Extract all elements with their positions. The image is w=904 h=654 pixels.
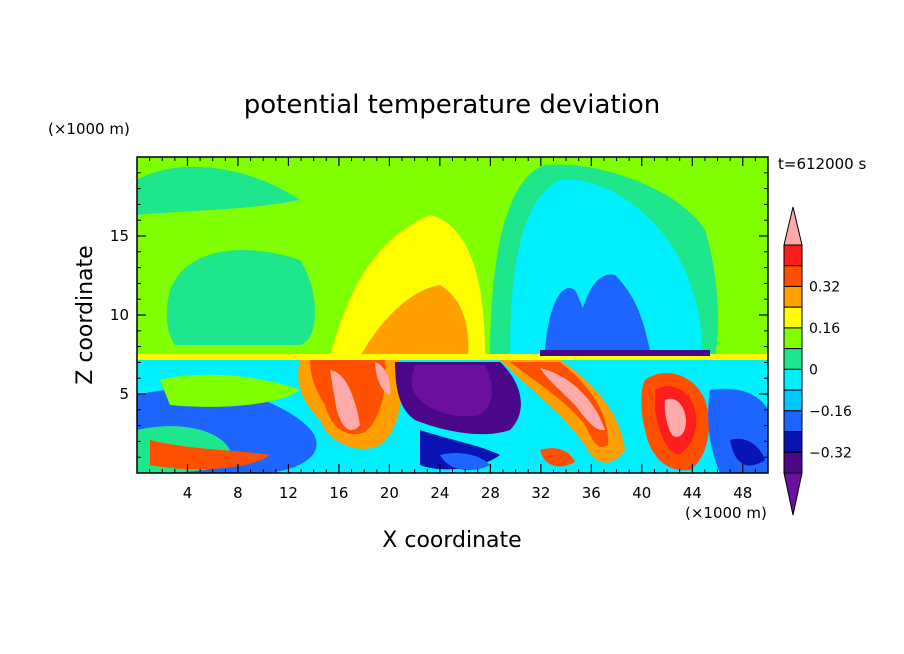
colorbar-swatch	[783, 327, 803, 350]
x-tick-label: 32	[531, 484, 550, 502]
y-tick-label: 5	[119, 385, 129, 403]
colorbar-label: −0.16	[809, 404, 852, 420]
colorbar-label: −0.32	[809, 445, 852, 461]
colorbar-extend-min	[783, 472, 803, 516]
y-units-label: (×1000 m)	[48, 120, 130, 138]
x-tick-label: 48	[733, 484, 752, 502]
y-tick-label: 10	[110, 306, 129, 324]
chart-title: potential temperature deviation	[244, 90, 660, 120]
x-units-label: (×1000 m)	[685, 504, 767, 522]
x-tick-label: 16	[329, 484, 348, 502]
x-axis-label: X coordinate	[382, 528, 521, 553]
y-axis: 5 10 15	[110, 172, 768, 458]
x-tick-label: 44	[683, 484, 702, 502]
colorbar-swatch	[783, 451, 803, 474]
colorbar-label: 0.32	[809, 279, 840, 295]
colorbar-swatch	[783, 431, 803, 453]
colorbar-label: 0.16	[809, 321, 840, 337]
colorbar-swatch	[783, 410, 803, 433]
colorbar-swatch	[783, 389, 803, 412]
colorbar-swatch	[783, 285, 803, 308]
x-axis: 4 8 12 16 20 24 28 32 36 40 44 48	[149, 157, 756, 502]
colorbar-swatch	[783, 368, 803, 391]
x-tick-label: 20	[380, 484, 399, 502]
colorbar-swatch	[783, 265, 803, 287]
colorbar-swatch	[783, 306, 803, 329]
colorbar-swatch	[783, 348, 803, 370]
x-tick-label: 4	[183, 484, 193, 502]
contour-field	[137, 157, 768, 473]
x-tick-label: 8	[233, 484, 243, 502]
y-tick-label: 15	[110, 227, 129, 245]
x-tick-label: 28	[481, 484, 500, 502]
time-label: t=612000 s	[778, 155, 866, 173]
colorbar-swatch	[783, 244, 803, 267]
colorbar-label: 0	[809, 362, 818, 378]
x-tick-label: 36	[582, 484, 601, 502]
x-tick-label: 12	[279, 484, 298, 502]
x-tick-label: 40	[632, 484, 651, 502]
x-tick-label: 24	[430, 484, 449, 502]
y-axis-label: Z coordinate	[73, 245, 98, 384]
colorbar: 0.32 0.16 0 −0.16 −0.32	[783, 206, 852, 516]
colorbar-extend-max	[783, 206, 803, 246]
